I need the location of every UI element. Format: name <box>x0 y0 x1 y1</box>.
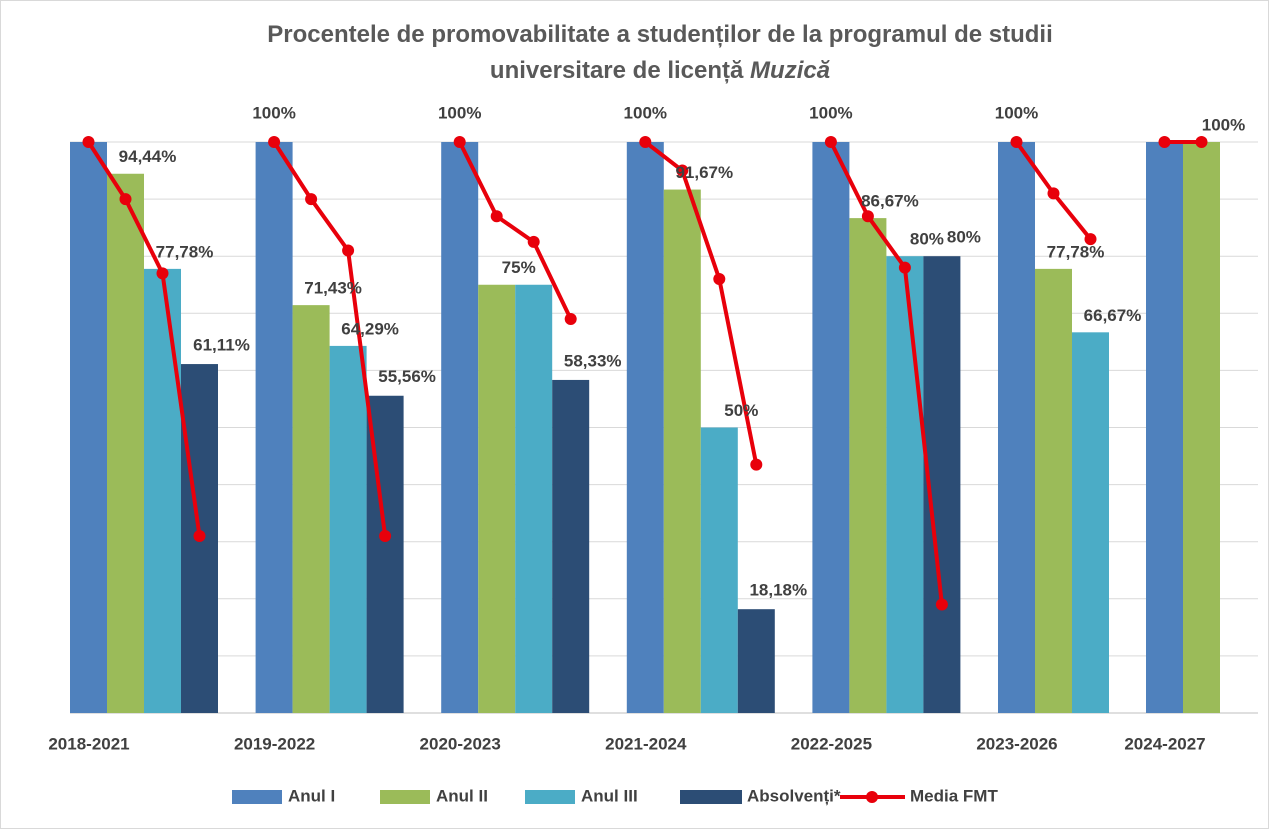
x-tick-label: 2022-2025 <box>791 734 872 753</box>
legend-label: Absolvenți* <box>747 786 841 805</box>
bar <box>515 284 553 713</box>
data-label: 66,67% <box>1084 306 1142 325</box>
legend-label: Anul II <box>436 786 488 805</box>
data-label: 18,18% <box>749 581 807 600</box>
bar <box>626 142 664 713</box>
bar <box>812 142 850 713</box>
data-label: 77,78% <box>1047 242 1105 261</box>
line <box>829 141 944 605</box>
bar <box>329 345 367 713</box>
chart-title: universitare de licență Muzică <box>490 57 830 84</box>
line-marker <box>1084 233 1097 246</box>
data-label: 91,67% <box>675 163 733 182</box>
line <box>644 140 759 466</box>
bar <box>1072 332 1109 713</box>
line-marker <box>750 458 763 471</box>
bar <box>292 305 330 713</box>
data-label: 64,29% <box>341 319 399 338</box>
line-marker <box>564 313 577 326</box>
line-marker <box>935 598 948 611</box>
line-marker <box>156 267 169 280</box>
x-tick-label: 2023-2026 <box>976 734 1057 753</box>
line-marker <box>527 235 540 248</box>
line-marker <box>1010 136 1023 148</box>
data-label: 100% <box>809 103 852 122</box>
line-marker <box>490 210 503 223</box>
data-label: 75% <box>502 258 536 277</box>
data-label: 71,43% <box>304 279 362 298</box>
line-marker <box>898 261 911 274</box>
data-label: 100% <box>624 103 667 122</box>
bar <box>70 142 107 713</box>
data-label: 100% <box>995 103 1038 122</box>
data-label: 50% <box>724 401 758 420</box>
bar <box>1035 268 1072 713</box>
data-label: 94,44% <box>119 147 177 166</box>
legend-marker <box>866 791 878 803</box>
bar <box>552 379 590 713</box>
title-italic: Muzică <box>750 57 830 84</box>
line-marker <box>1158 136 1171 148</box>
data-label: 80% <box>947 228 981 247</box>
line-marker <box>639 136 652 148</box>
line-marker <box>342 244 355 257</box>
line-marker <box>861 210 874 223</box>
line-marker <box>379 529 392 542</box>
data-label: 55,56% <box>378 367 436 386</box>
legend-swatch <box>680 790 742 804</box>
x-tick-label: 2018-2021 <box>48 734 129 753</box>
line-marker <box>676 164 689 177</box>
line <box>86 140 202 537</box>
line-marker <box>824 136 837 148</box>
data-label: 77,78% <box>156 242 214 261</box>
line-marker <box>1047 187 1060 200</box>
bar <box>849 218 887 713</box>
x-tick-label: 2021-2024 <box>605 734 687 753</box>
bar <box>1183 142 1220 713</box>
data-label: 80% <box>910 230 944 249</box>
line-marker <box>119 193 132 206</box>
bar <box>107 173 144 713</box>
data-label: 58,33% <box>564 351 622 370</box>
data-label: 100% <box>1202 115 1245 134</box>
bar <box>441 142 479 713</box>
line <box>457 141 573 320</box>
line-marker <box>82 136 95 148</box>
data-label: 61,11% <box>193 336 250 355</box>
x-tick-label: 2020-2023 <box>420 734 501 753</box>
title-line1: Procentele de promovabilitate a studenți… <box>267 21 1052 48</box>
bar <box>144 268 181 713</box>
bar <box>255 142 293 713</box>
line-marker <box>1195 136 1208 148</box>
data-label: 100% <box>438 103 481 122</box>
legend-label: Anul III <box>581 786 638 805</box>
legend-swatch <box>525 790 575 804</box>
line <box>272 140 388 537</box>
bar <box>478 284 516 713</box>
line-marker <box>268 136 281 148</box>
line-marker <box>453 136 466 148</box>
data-label: 100% <box>252 103 295 122</box>
legend-swatch <box>380 790 430 804</box>
data-label: 86,67% <box>861 192 919 211</box>
bar <box>663 189 701 713</box>
title-line2: universitare de licență <box>490 57 744 84</box>
line-marker <box>713 273 726 286</box>
x-tick-label: 2024-2027 <box>1124 734 1205 753</box>
legend-swatch <box>232 790 282 804</box>
line-marker <box>305 193 318 206</box>
line-marker <box>193 529 206 542</box>
bar <box>998 142 1035 713</box>
x-tick-label: 2019-2022 <box>234 734 315 753</box>
bar <box>886 256 924 713</box>
chart-title: Procentele de promovabilitate a studenți… <box>267 21 1052 48</box>
bar <box>1146 142 1183 713</box>
bar <box>700 427 738 713</box>
legend-label: Anul I <box>288 786 335 805</box>
bar <box>737 609 775 713</box>
legend-label: Media FMT <box>910 786 998 805</box>
